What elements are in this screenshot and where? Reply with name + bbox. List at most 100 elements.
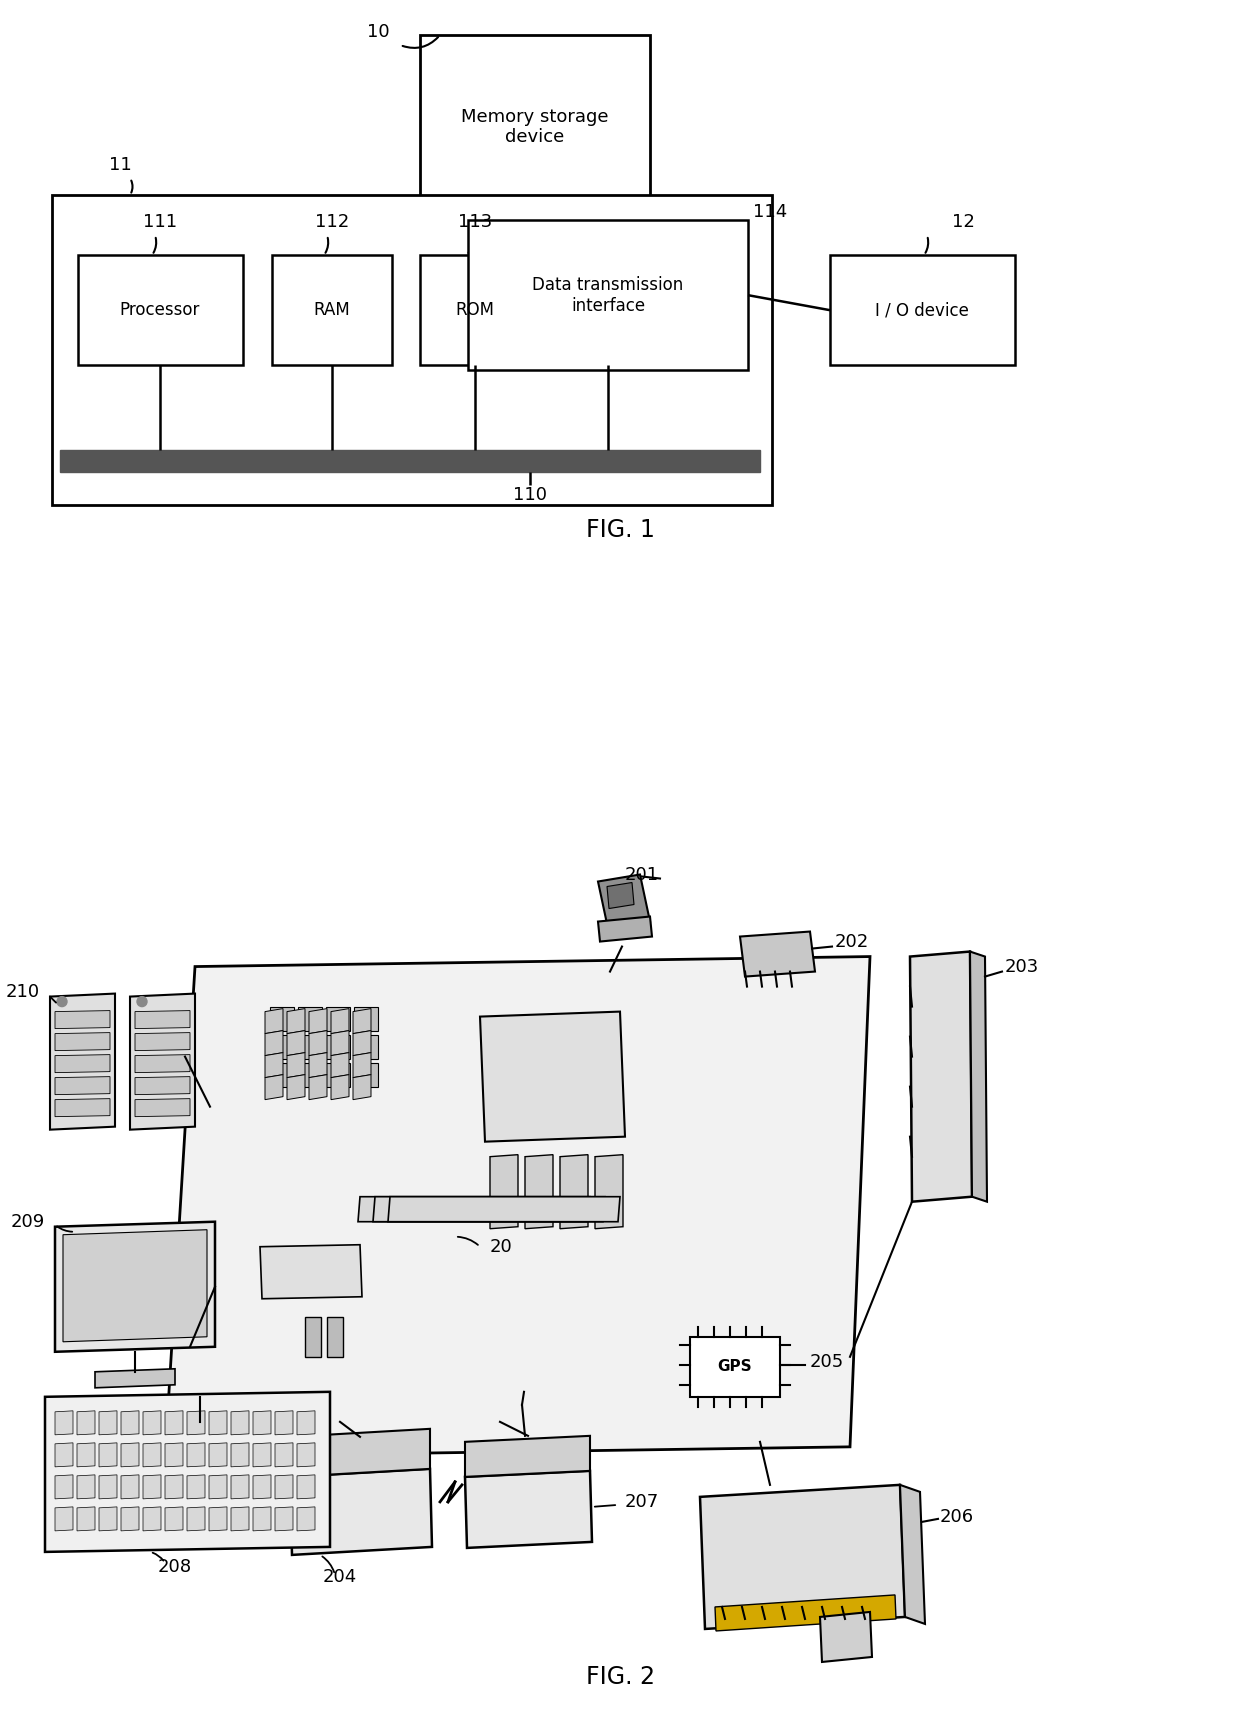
Polygon shape [122, 1475, 139, 1499]
Text: ROM: ROM [455, 301, 495, 319]
Polygon shape [270, 1007, 294, 1031]
Text: FIG. 2: FIG. 2 [585, 1665, 655, 1689]
Polygon shape [327, 1317, 343, 1357]
Polygon shape [210, 1442, 227, 1466]
Polygon shape [55, 1033, 110, 1050]
Polygon shape [130, 994, 195, 1129]
Polygon shape [99, 1442, 117, 1466]
FancyArrowPatch shape [153, 1552, 164, 1561]
Polygon shape [465, 1471, 591, 1549]
Polygon shape [525, 1155, 553, 1228]
Polygon shape [298, 1062, 322, 1086]
Polygon shape [231, 1442, 249, 1466]
Polygon shape [298, 1507, 315, 1531]
Polygon shape [298, 1035, 322, 1059]
FancyArrowPatch shape [57, 1227, 72, 1232]
Polygon shape [275, 1442, 293, 1466]
Polygon shape [353, 1035, 378, 1059]
Polygon shape [77, 1507, 95, 1531]
Polygon shape [305, 1317, 321, 1357]
Polygon shape [77, 1442, 95, 1466]
Polygon shape [353, 1062, 378, 1086]
Polygon shape [353, 1074, 371, 1100]
Polygon shape [275, 1412, 293, 1435]
Polygon shape [309, 1074, 327, 1100]
Polygon shape [143, 1475, 161, 1499]
Polygon shape [187, 1412, 205, 1435]
Text: 111: 111 [143, 212, 177, 231]
Text: Data transmission
interface: Data transmission interface [532, 276, 683, 315]
Polygon shape [286, 1009, 305, 1033]
Polygon shape [490, 1155, 518, 1228]
Polygon shape [77, 1475, 95, 1499]
Polygon shape [270, 1035, 294, 1059]
Bar [830, 255, 1016, 365]
Polygon shape [701, 1485, 905, 1629]
Polygon shape [45, 1391, 330, 1552]
Polygon shape [63, 1230, 207, 1341]
Polygon shape [165, 1507, 184, 1531]
Polygon shape [165, 1475, 184, 1499]
Text: GPS: GPS [718, 1360, 753, 1374]
FancyArrowPatch shape [50, 997, 56, 1002]
Text: RAM: RAM [314, 301, 351, 319]
Polygon shape [290, 1468, 432, 1555]
Polygon shape [286, 1031, 305, 1055]
Polygon shape [135, 1098, 190, 1117]
Polygon shape [309, 1031, 327, 1055]
Polygon shape [253, 1442, 272, 1466]
Text: 203: 203 [1004, 958, 1039, 976]
Polygon shape [99, 1507, 117, 1531]
Text: 113: 113 [458, 212, 492, 231]
Polygon shape [99, 1412, 117, 1435]
Polygon shape [900, 1485, 925, 1624]
Text: 201: 201 [625, 865, 660, 884]
Polygon shape [465, 1435, 590, 1477]
FancyArrowPatch shape [925, 238, 929, 254]
Bar [78, 255, 243, 365]
Polygon shape [210, 1412, 227, 1435]
Polygon shape [353, 1031, 371, 1055]
Polygon shape [55, 1475, 73, 1499]
Text: Memory storage
device: Memory storage device [461, 108, 609, 147]
FancyArrowPatch shape [469, 238, 471, 254]
Bar [420, 34, 650, 221]
Polygon shape [608, 882, 634, 908]
Polygon shape [253, 1507, 272, 1531]
Polygon shape [187, 1475, 205, 1499]
Polygon shape [595, 1155, 622, 1228]
Text: Processor: Processor [120, 301, 200, 319]
Polygon shape [309, 1052, 327, 1077]
Bar [689, 1336, 780, 1396]
Polygon shape [353, 1009, 371, 1033]
Text: 208: 208 [157, 1557, 192, 1576]
Circle shape [57, 997, 67, 1007]
Polygon shape [55, 1077, 110, 1095]
Polygon shape [231, 1412, 249, 1435]
Polygon shape [331, 1031, 348, 1055]
Polygon shape [55, 1011, 110, 1028]
Polygon shape [331, 1052, 348, 1077]
Text: 209: 209 [11, 1213, 45, 1230]
Text: 206: 206 [940, 1507, 975, 1526]
Bar [467, 221, 748, 370]
FancyArrowPatch shape [458, 1237, 477, 1245]
Polygon shape [135, 1033, 190, 1050]
Text: 10: 10 [367, 22, 391, 41]
Circle shape [136, 997, 148, 1007]
Polygon shape [55, 1098, 110, 1117]
Polygon shape [55, 1442, 73, 1466]
Polygon shape [740, 932, 815, 976]
Polygon shape [598, 916, 652, 942]
Polygon shape [135, 1077, 190, 1095]
Polygon shape [55, 1221, 215, 1352]
Polygon shape [270, 1062, 294, 1086]
Polygon shape [275, 1507, 293, 1531]
Polygon shape [598, 875, 650, 928]
Polygon shape [480, 1012, 625, 1141]
Polygon shape [298, 1475, 315, 1499]
Text: 11: 11 [109, 156, 131, 175]
Bar [60, 451, 760, 473]
FancyArrowPatch shape [325, 238, 329, 254]
Polygon shape [309, 1009, 327, 1033]
